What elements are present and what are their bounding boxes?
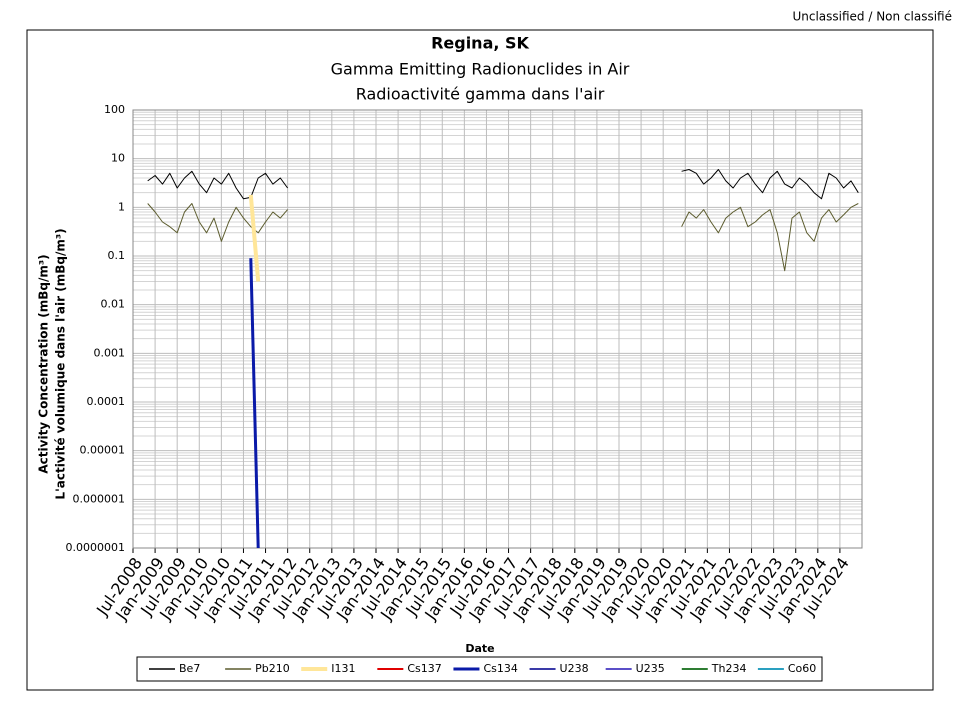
y-tick-label: 0.00001: [80, 444, 126, 457]
chart-subtitle: Radioactivité gamma dans l'air: [356, 85, 605, 104]
y-tick-label: 0.01: [101, 298, 126, 311]
legend-label: Pb210: [255, 662, 290, 675]
y-tick-label: 0.000001: [73, 492, 126, 505]
legend-label: Th234: [711, 662, 747, 675]
legend-label: U238: [560, 662, 589, 675]
classification: Unclassified / Non classifié: [792, 10, 952, 24]
y-tick-label: 1: [118, 200, 125, 213]
y-tick-label: 10: [111, 152, 125, 165]
legend-label: I131: [331, 662, 355, 675]
y-axis-label: Activity Concentration (mBq/m³): [37, 254, 51, 473]
chart-border: [26, 29, 934, 691]
series-line: [248, 194, 261, 282]
plot-border: [132, 109, 863, 549]
y-tick-label: 0.001: [94, 346, 126, 359]
y-tick-label: 100: [104, 103, 125, 116]
series-line: [147, 203, 859, 272]
legend-label: U235: [636, 662, 665, 675]
plot-area: [133, 110, 862, 548]
legend: [136, 656, 823, 682]
legend-label: Cs137: [407, 662, 441, 675]
chart-subtitle: Gamma Emitting Radionuclides in Air: [331, 60, 630, 79]
legend-label: Cs134: [483, 662, 517, 675]
x-axis-label: Date: [465, 642, 494, 655]
legend-label: Co60: [788, 662, 816, 675]
legend-label: Be7: [179, 662, 200, 675]
series-line: [249, 258, 260, 549]
y-tick-label: 0.0000001: [66, 541, 126, 554]
y-axis-label: L'activité volumique dans l'air (mBq/m³): [54, 228, 68, 499]
y-tick-label: 0.1: [108, 249, 126, 262]
chart-title: Regina, SK: [431, 34, 529, 53]
series-line: [147, 169, 859, 200]
y-tick-label: 0.0001: [87, 395, 126, 408]
